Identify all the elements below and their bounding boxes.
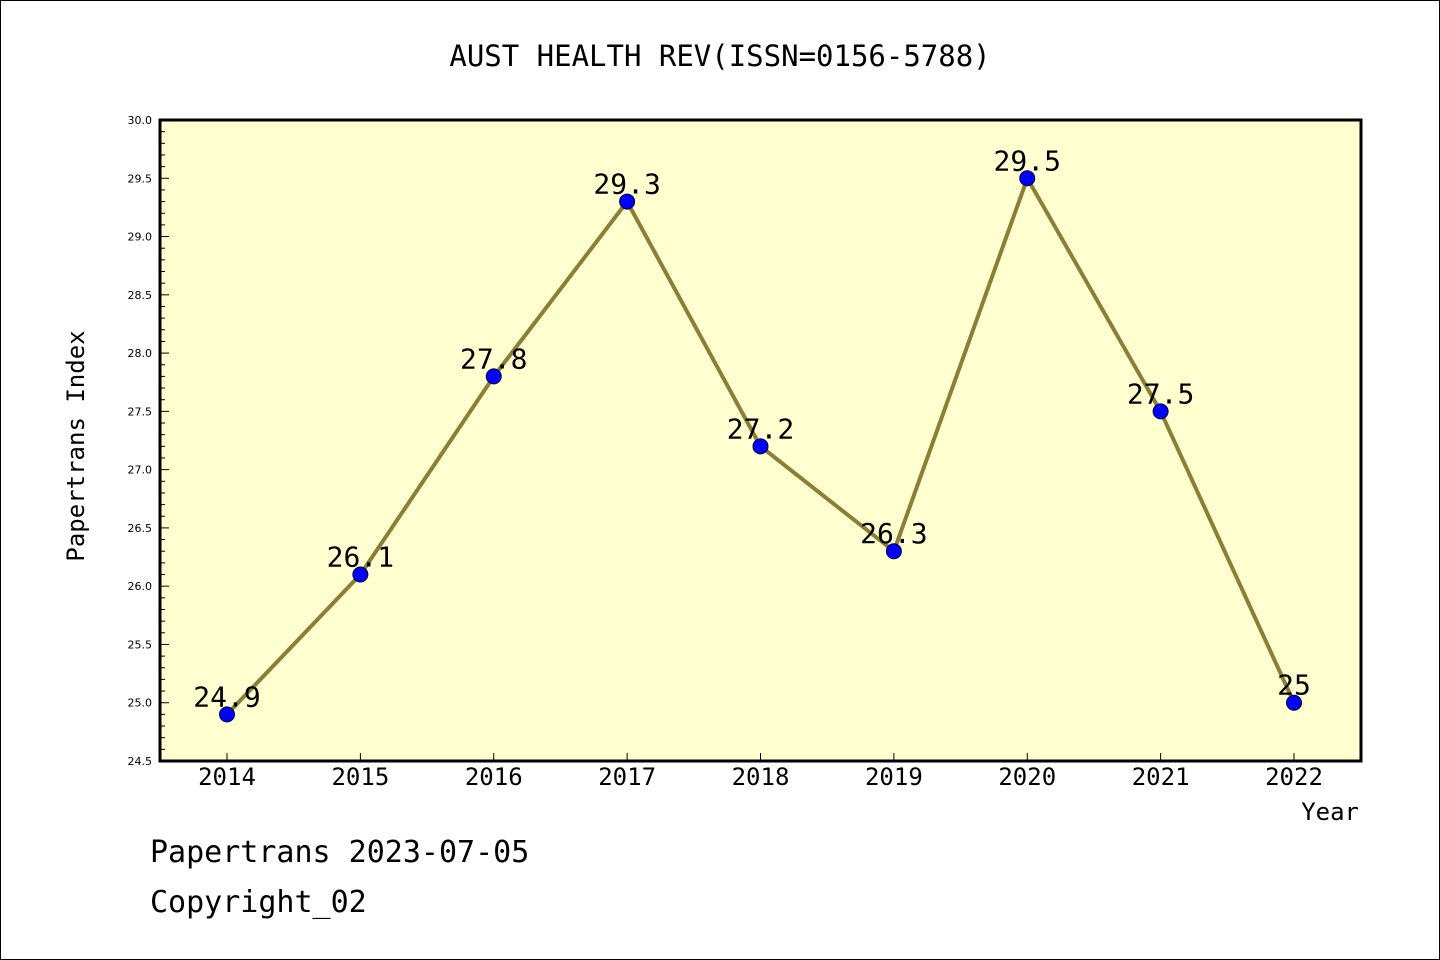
x-tick-label: 2014: [198, 763, 256, 791]
x-tick-label: 2022: [1265, 763, 1323, 791]
x-tick-label: 2019: [865, 763, 923, 791]
data-point: [1286, 694, 1302, 711]
y-tick-label: 27.5: [128, 405, 153, 418]
y-tick-label: 29.5: [128, 172, 153, 185]
data-labels: 24.9 26.1 27.8 29.3 27.2 26.3 29.5 27.5 25: [193, 144, 1311, 713]
data-point: [219, 706, 235, 723]
data-label: 27.5: [1127, 377, 1194, 410]
data-label: 25: [1277, 669, 1311, 702]
data-point: [1019, 170, 1036, 187]
y-tick-label: 26.5: [128, 522, 153, 535]
x-tick-label: 2015: [331, 763, 389, 791]
x-tick-label: 2017: [598, 763, 656, 791]
x-axis-label: Year: [1301, 798, 1359, 826]
y-tick-label: 26.0: [128, 580, 153, 593]
data-label: 29.5: [994, 144, 1061, 177]
footer-date: Papertrans 2023-07-05: [150, 835, 530, 870]
x-tick-label: 2020: [998, 763, 1056, 791]
y-tick-label: 29.0: [128, 231, 153, 244]
data-point: [885, 543, 902, 560]
y-tick-label: 30.0: [128, 114, 153, 127]
data-point: [752, 438, 769, 455]
y-tick-label: 25.5: [128, 638, 153, 651]
plot-frame: [158, 118, 1363, 763]
data-label: 27.2: [727, 412, 794, 445]
y-tick-label: 27.0: [128, 464, 153, 477]
data-label: 26.3: [860, 517, 927, 550]
data-point: [619, 193, 636, 210]
data-point: [352, 566, 369, 583]
y-tick-label: 25.0: [128, 697, 153, 710]
data-label: 27.8: [460, 342, 527, 375]
footer-copyright: Copyright_02: [150, 885, 367, 920]
data-point: [1152, 403, 1169, 420]
data-point: [485, 368, 502, 385]
x-axis: 2014 2015 2016 2017 2018 2019 2020 2021 2022: [198, 753, 1323, 791]
x-tick-label: 2021: [1132, 763, 1190, 791]
data-label: 26.1: [327, 541, 394, 574]
y-tick-label: 28.0: [128, 347, 153, 360]
x-tick-label: 2018: [732, 763, 790, 791]
data-label: 24.9: [193, 680, 260, 713]
y-tick-label: 24.5: [128, 755, 153, 768]
chart-title: AUST HEALTH REV(ISSN=0156-5788): [449, 39, 990, 73]
x-tick-label: 2016: [465, 763, 523, 791]
y-axis-label: Papertrans Index: [62, 330, 90, 561]
data-points: [219, 170, 1302, 723]
data-label: 29.3: [593, 168, 660, 201]
y-tick-label: 28.5: [128, 289, 153, 302]
